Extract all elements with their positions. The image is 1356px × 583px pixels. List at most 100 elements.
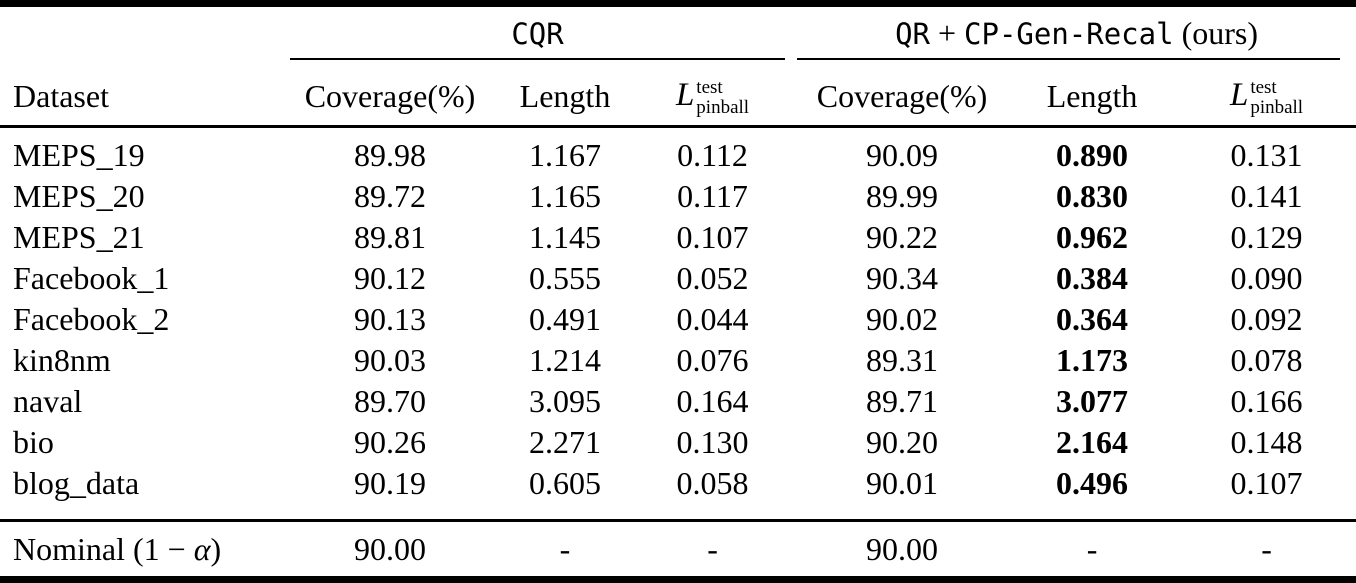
cqr-coverage-cell: 89.70 <box>354 383 426 419</box>
table-row: bio 90.26 2.271 0.130 90.20 2.164 0.148 <box>0 422 1356 463</box>
table-row: Facebook_1 90.12 0.555 0.052 90.34 0.384 0.090 <box>0 258 1356 299</box>
ours-pinball-cell: 0.090 <box>1230 260 1303 296</box>
ours-pinball-cell: 0.141 <box>1230 178 1303 214</box>
nominal-cqr-length: - <box>490 519 640 580</box>
pinball-L-symbol: L <box>675 76 695 113</box>
cqr-pinball-cell: 0.044 <box>676 301 749 337</box>
cqr-coverage-cell: 90.19 <box>354 465 426 501</box>
group-gap <box>785 381 797 422</box>
ours-length-cell: 0.496 <box>1056 465 1129 501</box>
column-header-ours-coverage: Coverage(%) <box>797 60 1008 128</box>
dataset-cell: bio <box>13 424 54 460</box>
dataset-cell: MEPS_21 <box>13 219 145 255</box>
cqr-length-cell: 0.491 <box>529 301 601 337</box>
ours-length-cell: 0.830 <box>1056 178 1129 214</box>
cqr-group-label: CQR <box>511 17 564 51</box>
group-gap <box>785 60 798 128</box>
ours-coverage-cell: 90.02 <box>866 301 939 337</box>
group-gap <box>785 519 798 580</box>
pinball-superscript: test <box>696 77 723 99</box>
table-row: MEPS_21 89.81 1.145 0.107 90.22 0.962 0.129 <box>0 217 1356 258</box>
dataset-cell: MEPS_19 <box>13 137 145 173</box>
dataset-cell: MEPS_20 <box>13 178 145 214</box>
group-gap <box>785 127 797 177</box>
cqr-length-cell: 0.555 <box>529 260 601 296</box>
ours-length-cell: 2.164 <box>1056 424 1129 460</box>
ours-group-suffix: (ours) <box>1181 15 1258 51</box>
group-header-row: CQR QR + CP-Gen-Recal (ours) <box>0 4 1356 61</box>
cqr-coverage-cell: 89.81 <box>354 219 426 255</box>
cqr-length-cell: 3.095 <box>529 383 601 419</box>
ours-pinball-cell: 0.148 <box>1230 424 1303 460</box>
alpha-symbol: α <box>193 530 211 567</box>
pinball-superscript: test <box>1250 77 1277 99</box>
dataset-cell: kin8nm <box>13 342 111 378</box>
cqr-length-cell: 1.145 <box>529 219 601 255</box>
pinball-L-symbol: L <box>1229 76 1249 113</box>
nominal-ours-coverage: 90.00 <box>797 519 1008 580</box>
pinball-subscript: pinball <box>696 97 750 119</box>
dataset-cell: blog_data <box>13 465 140 501</box>
group-gap <box>785 299 797 340</box>
column-header-cqr-coverage: Coverage(%) <box>290 60 490 128</box>
column-header-cqr-length: Length <box>490 60 640 128</box>
ours-coverage-cell: 90.09 <box>866 137 939 173</box>
ours-coverage-cell: 89.31 <box>866 342 939 378</box>
ours-pinball-cell: 0.129 <box>1230 219 1303 255</box>
table-row: Facebook_2 90.13 0.491 0.044 90.02 0.364 0.092 <box>0 299 1356 340</box>
ours-pinball-cell: 0.166 <box>1230 383 1303 419</box>
cqr-length-cell: 0.605 <box>529 465 601 501</box>
ours-coverage-cell: 90.01 <box>866 465 939 501</box>
ours-pinball-cell: 0.131 <box>1230 137 1303 173</box>
cqr-coverage-cell: 90.26 <box>354 424 426 460</box>
cqr-length-cell: 1.165 <box>529 178 601 214</box>
cqr-pinball-cell: 0.117 <box>677 178 748 214</box>
cqr-pinball-cell: 0.130 <box>676 424 749 460</box>
table-row: MEPS_19 89.98 1.167 0.112 90.09 0.890 0.131 <box>0 127 1356 177</box>
group-gap <box>785 340 797 381</box>
ours-length-cell: 3.077 <box>1056 383 1129 419</box>
pinball-subscript: pinball <box>1250 97 1304 119</box>
cqr-coverage-cell: 89.72 <box>354 178 426 214</box>
group-gap <box>785 4 797 61</box>
cqr-pinball-cell: 0.164 <box>676 383 749 419</box>
ours-coverage-cell: 90.20 <box>866 424 939 460</box>
nominal-ours-length: - <box>1007 519 1178 580</box>
ours-length-cell: 0.384 <box>1056 260 1129 296</box>
group-header-cqr: CQR <box>290 4 786 61</box>
cqr-pinball-cell: 0.058 <box>676 465 749 501</box>
table-body: MEPS_19 89.98 1.167 0.112 90.09 0.890 0.131 MEP… <box>0 127 1356 521</box>
cqr-length-cell: 1.167 <box>529 137 601 173</box>
dataset-cell: Facebook_2 <box>13 301 170 337</box>
table-row: kin8nm 90.03 1.214 0.076 89.31 1.173 0.078 <box>0 340 1356 381</box>
group-header-empty <box>0 4 290 61</box>
nominal-cqr-pinball: - <box>640 519 786 580</box>
table-row: naval 89.70 3.095 0.164 89.71 3.077 0.166 <box>0 381 1356 422</box>
ours-coverage-cell: 89.71 <box>866 383 939 419</box>
column-header-ours-length: Length <box>1007 60 1178 128</box>
ours-length-cell: 1.173 <box>1056 342 1129 378</box>
nominal-row: Nominal (1 − α) 90.00 - - 90.00 - - <box>0 519 1356 580</box>
table-row: MEPS_20 89.72 1.165 0.117 89.99 0.830 0.141 <box>0 176 1356 217</box>
group-gap <box>785 217 797 258</box>
ours-pinball-cell: 0.092 <box>1230 301 1303 337</box>
cqr-length-cell: 2.271 <box>529 424 601 460</box>
column-header-dataset: Dataset <box>0 60 290 128</box>
group-gap <box>785 258 797 299</box>
group-gap <box>785 422 797 463</box>
cqr-pinball-cell: 0.076 <box>676 342 749 378</box>
ours-pinball-cell: 0.107 <box>1230 465 1303 501</box>
nominal-cqr-coverage: 90.00 <box>290 519 490 580</box>
nominal-label: Nominal (1 − α) <box>0 519 290 580</box>
dataset-cell: Facebook_1 <box>13 260 170 296</box>
ours-coverage-cell: 90.22 <box>866 219 939 255</box>
cqr-pinball-cell: 0.112 <box>677 137 748 173</box>
cqr-coverage-cell: 90.13 <box>354 301 426 337</box>
group-header-ours: QR + CP-Gen-Recal (ours) <box>797 4 1356 61</box>
ours-length-cell: 0.890 <box>1056 137 1129 173</box>
nominal-ours-pinball: - <box>1177 519 1356 580</box>
